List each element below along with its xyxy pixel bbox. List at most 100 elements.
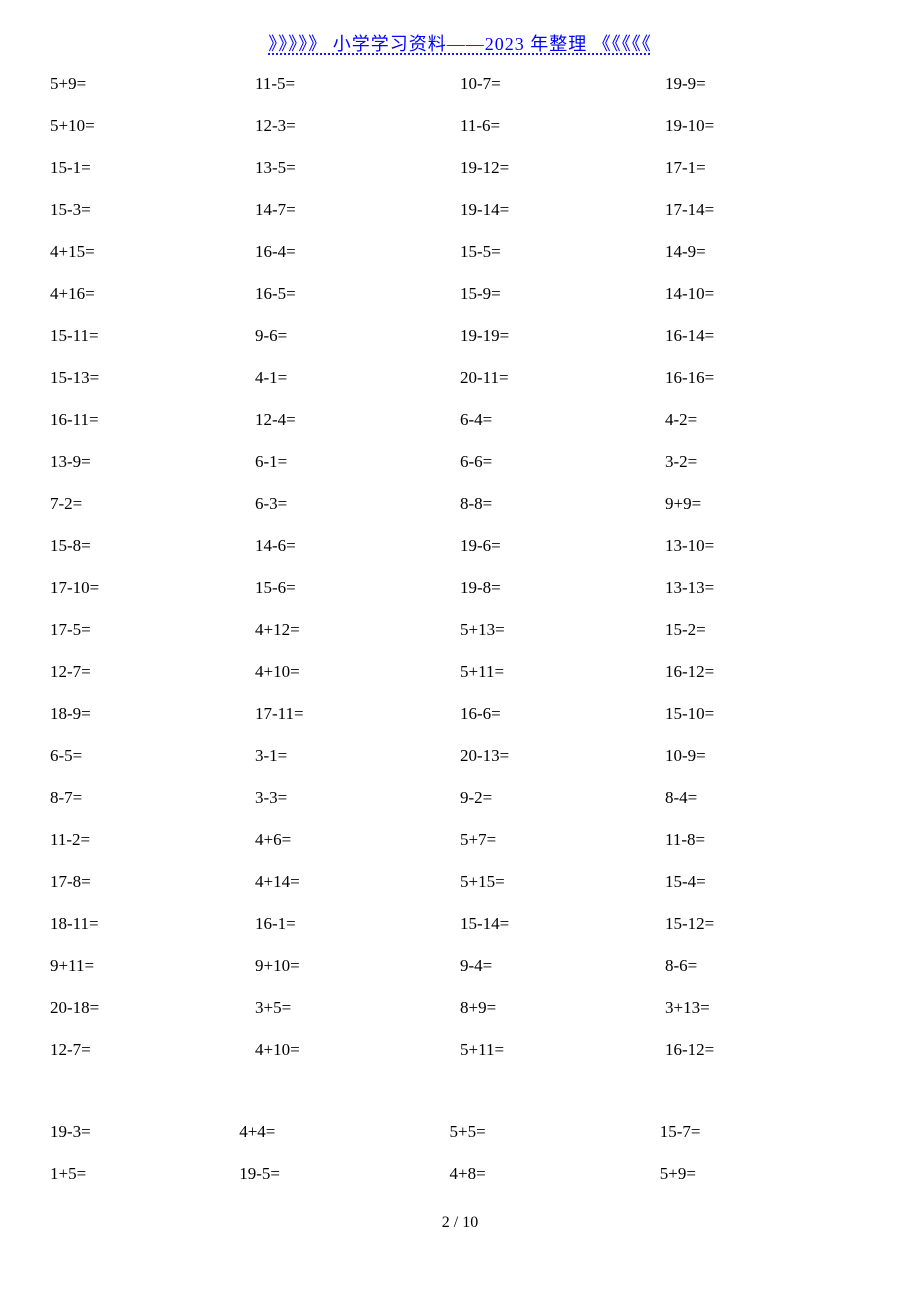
grid-row: 8-7=3-3=9-2=8-4=: [50, 788, 870, 808]
math-problem-cell: 16-12=: [665, 662, 870, 682]
math-problem-cell: 15-8=: [50, 536, 255, 556]
math-problem-cell: 5+11=: [460, 1040, 665, 1060]
grid-row: 4+16=16-5=15-9=14-10=: [50, 284, 870, 304]
math-problem-cell: 3-1=: [255, 746, 460, 766]
math-problems-grid-1: 5+9=11-5=10-7=19-9=5+10=12-3=11-6=19-10=…: [50, 74, 870, 1060]
math-problem-cell: 5+5=: [449, 1122, 659, 1142]
math-problem-cell: 20-18=: [50, 998, 255, 1018]
math-problem-cell: 12-7=: [50, 1040, 255, 1060]
math-problem-cell: 8+9=: [460, 998, 665, 1018]
math-problem-cell: 15-4=: [665, 872, 870, 892]
math-problem-cell: 16-14=: [665, 326, 870, 346]
grid-row: 7-2=6-3=8-8=9+9=: [50, 494, 870, 514]
math-problem-cell: 16-5=: [255, 284, 460, 304]
math-problem-cell: 16-1=: [255, 914, 460, 934]
grid-row: 18-11=16-1=15-14=15-12=: [50, 914, 870, 934]
math-problem-cell: 15-10=: [665, 704, 870, 724]
math-problem-cell: 8-4=: [665, 788, 870, 808]
page-number: 2 / 10: [50, 1214, 870, 1232]
math-problem-cell: 15-9=: [460, 284, 665, 304]
math-problem-cell: 6-1=: [255, 452, 460, 472]
math-problem-cell: 10-7=: [460, 74, 665, 94]
math-problem-cell: 11-2=: [50, 830, 255, 850]
grid-row: 15-3=14-7=19-14=17-14=: [50, 200, 870, 220]
math-problem-cell: 8-6=: [665, 956, 870, 976]
math-problem-cell: 6-4=: [460, 410, 665, 430]
grid-row: 19-3=4+4=5+5=15-7=: [50, 1122, 870, 1142]
math-problem-cell: 19-6=: [460, 536, 665, 556]
math-problem-cell: 9+9=: [665, 494, 870, 514]
document-page: 》》》》》 小学学习资料——2023 年整理 《《《《《 5+9=11-5=10…: [0, 0, 920, 1272]
math-problem-cell: 14-7=: [255, 200, 460, 220]
math-problem-cell: 15-6=: [255, 578, 460, 598]
math-problem-cell: 15-11=: [50, 326, 255, 346]
grid-row: 12-7=4+10=5+11=16-12=: [50, 1040, 870, 1060]
math-problem-cell: 8-8=: [460, 494, 665, 514]
math-problem-cell: 19-10=: [665, 116, 870, 136]
math-problem-cell: 17-10=: [50, 578, 255, 598]
math-problem-cell: 15-1=: [50, 158, 255, 178]
math-problem-cell: 15-12=: [665, 914, 870, 934]
grid-row: 17-5=4+12=5+13=15-2=: [50, 620, 870, 640]
math-problem-cell: 15-5=: [460, 242, 665, 262]
section-spacer: [50, 1082, 870, 1122]
math-problem-cell: 3+5=: [255, 998, 460, 1018]
grid-row: 12-7=4+10=5+11=16-12=: [50, 662, 870, 682]
math-problem-cell: 19-8=: [460, 578, 665, 598]
grid-row: 15-13=4-1=20-11=16-16=: [50, 368, 870, 388]
grid-row: 15-8=14-6=19-6=13-10=: [50, 536, 870, 556]
math-problem-cell: 1+5=: [50, 1164, 239, 1184]
math-problem-cell: 4+10=: [255, 1040, 460, 1060]
math-problem-cell: 4-1=: [255, 368, 460, 388]
grid-row: 11-2=4+6=5+7=11-8=: [50, 830, 870, 850]
math-problem-cell: 15-3=: [50, 200, 255, 220]
grid-row: 15-1=13-5=19-12=17-1=: [50, 158, 870, 178]
math-problem-cell: 6-3=: [255, 494, 460, 514]
math-problem-cell: 4+14=: [255, 872, 460, 892]
math-problem-cell: 8-7=: [50, 788, 255, 808]
math-problem-cell: 19-14=: [460, 200, 665, 220]
math-problem-cell: 15-13=: [50, 368, 255, 388]
math-problem-cell: 11-6=: [460, 116, 665, 136]
math-problems-grid-2: 19-3=4+4=5+5=15-7=1+5=19-5=4+8=5+9=: [50, 1122, 870, 1184]
math-problem-cell: 4+12=: [255, 620, 460, 640]
math-problem-cell: 17-8=: [50, 872, 255, 892]
grid-row: 9+11=9+10=9-4=8-6=: [50, 956, 870, 976]
grid-row: 4+15=16-4=15-5=14-9=: [50, 242, 870, 262]
grid-row: 13-9=6-1=6-6=3-2=: [50, 452, 870, 472]
math-problem-cell: 4+8=: [449, 1164, 659, 1184]
math-problem-cell: 19-19=: [460, 326, 665, 346]
math-problem-cell: 14-10=: [665, 284, 870, 304]
math-problem-cell: 18-9=: [50, 704, 255, 724]
math-problem-cell: 17-11=: [255, 704, 460, 724]
math-problem-cell: 20-11=: [460, 368, 665, 388]
math-problem-cell: 14-9=: [665, 242, 870, 262]
math-problem-cell: 9-6=: [255, 326, 460, 346]
header-link[interactable]: 》》》》》 小学学习资料——2023 年整理 《《《《《: [268, 34, 652, 54]
math-problem-cell: 12-3=: [255, 116, 460, 136]
math-problem-cell: 15-2=: [665, 620, 870, 640]
math-problem-cell: 20-13=: [460, 746, 665, 766]
math-problem-cell: 4-2=: [665, 410, 870, 430]
math-problem-cell: 12-7=: [50, 662, 255, 682]
math-problem-cell: 4+16=: [50, 284, 255, 304]
grid-row: 6-5=3-1=20-13=10-9=: [50, 746, 870, 766]
math-problem-cell: 17-14=: [665, 200, 870, 220]
grid-row: 15-11=9-6=19-19=16-14=: [50, 326, 870, 346]
grid-row: 17-8=4+14=5+15=15-4=: [50, 872, 870, 892]
math-problem-cell: 14-6=: [255, 536, 460, 556]
math-problem-cell: 9-2=: [460, 788, 665, 808]
math-problem-cell: 16-11=: [50, 410, 255, 430]
math-problem-cell: 13-10=: [665, 536, 870, 556]
math-problem-cell: 11-8=: [665, 830, 870, 850]
math-problem-cell: 13-5=: [255, 158, 460, 178]
math-problem-cell: 16-12=: [665, 1040, 870, 1060]
math-problem-cell: 6-6=: [460, 452, 665, 472]
math-problem-cell: 19-9=: [665, 74, 870, 94]
math-problem-cell: 9-4=: [460, 956, 665, 976]
math-problem-cell: 3-3=: [255, 788, 460, 808]
math-problem-cell: 7-2=: [50, 494, 255, 514]
math-problem-cell: 15-7=: [660, 1122, 870, 1142]
math-problem-cell: 15-14=: [460, 914, 665, 934]
math-problem-cell: 18-11=: [50, 914, 255, 934]
